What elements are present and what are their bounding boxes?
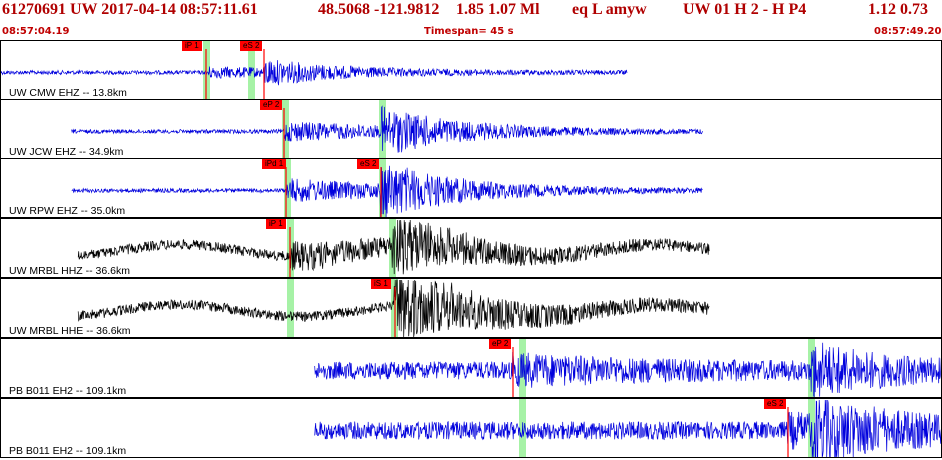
event-location-text: 48.5068 -121.9812 [318,1,440,18]
event-values-text: 1.12 0.73 [868,1,928,18]
timespan-text: Timespan= 45 s [424,26,514,37]
seismogram-panel[interactable]: eP 2 UW JCW EHZ -- 34.9km [0,99,942,159]
channel-label: PB B011 EH2 -- 109.1km [9,445,127,457]
seismogram-trace [1,60,628,86]
seismogram-panel[interactable]: iS 1 UW MRBL HHE -- 36.6km [0,278,942,338]
phase-pick-flag[interactable]: iS 1 [371,279,391,289]
seismogram-panel[interactable]: eS 2 PB B011 EH2 -- 109.1km [0,398,942,458]
phase-pick-flag[interactable]: eP 2 [260,100,283,110]
channel-label: UW MRBL HHE -- 36.6km [9,325,131,337]
event-magnitude-text: 1.85 1.07 Ml [456,1,540,18]
channel-label: PB B011 EH2 -- 109.1km [9,385,127,397]
event-solution-text: UW 01 H 2 - H P4 [683,1,807,18]
channel-label: UW JCW EHZ -- 34.9km [9,146,124,158]
start-time-text: 08:57:04.19 [2,26,70,37]
waveform-plot [77,279,710,337]
seismogram-trace [77,219,710,275]
phase-pick-flag[interactable]: eP 2 [489,339,512,349]
seismogram-trace [71,105,703,153]
phase-pick-flag[interactable]: eS 2 [764,399,787,409]
phase-pick-flag[interactable]: iPd 1 [262,159,287,169]
phase-pick-flag[interactable]: iP 1 [182,41,202,51]
timebar: 08:57:04.19 Timespan= 45 s 08:57:49.20 [0,26,942,38]
event-type-text: eq L amyw [572,1,647,18]
event-id-text: 61270691 UW 2017-04-14 08:57:11.61 [2,1,258,18]
channel-label: UW MRBL HHZ -- 36.6km [9,265,130,277]
waveform-plot [71,159,703,217]
seismogram-trace [314,399,941,457]
seismogram-panel[interactable]: eP 2 PB B011 EH2 -- 109.1km [0,338,942,398]
window-highlight [287,279,294,337]
seismogram-trace [71,165,703,217]
waveform-plot [314,399,941,457]
channel-label: UW RPW EHZ -- 35.0km [9,205,126,217]
waveform-plot [1,41,628,99]
seismogram-panel[interactable]: iP 1 UW MRBL HHZ -- 36.6km [0,218,942,278]
seismogram-trace [77,279,710,337]
window-highlight [282,100,289,158]
seismogram-trace [314,342,941,397]
seismogram-panel[interactable]: iP 1 eS 2 UW CMW EHZ -- 13.8km [0,40,942,100]
phase-pick-flag[interactable]: eS 2 [357,159,380,169]
event-header: 61270691 UW 2017-04-14 08:57:11.61 48.50… [0,0,942,24]
phase-pick-flag[interactable]: eS 2 [240,41,263,51]
waveform-plot [314,339,941,397]
channel-label: UW CMW EHZ -- 13.8km [9,87,127,99]
phase-pick-flag[interactable]: iP 1 [266,219,286,229]
end-time-text: 08:57:49.20 [874,26,942,37]
seismogram-panel[interactable]: iPd 1 eS 2 UW RPW EHZ -- 35.0km [0,158,942,218]
waveform-plot [71,100,703,158]
waveform-plot [77,219,710,277]
